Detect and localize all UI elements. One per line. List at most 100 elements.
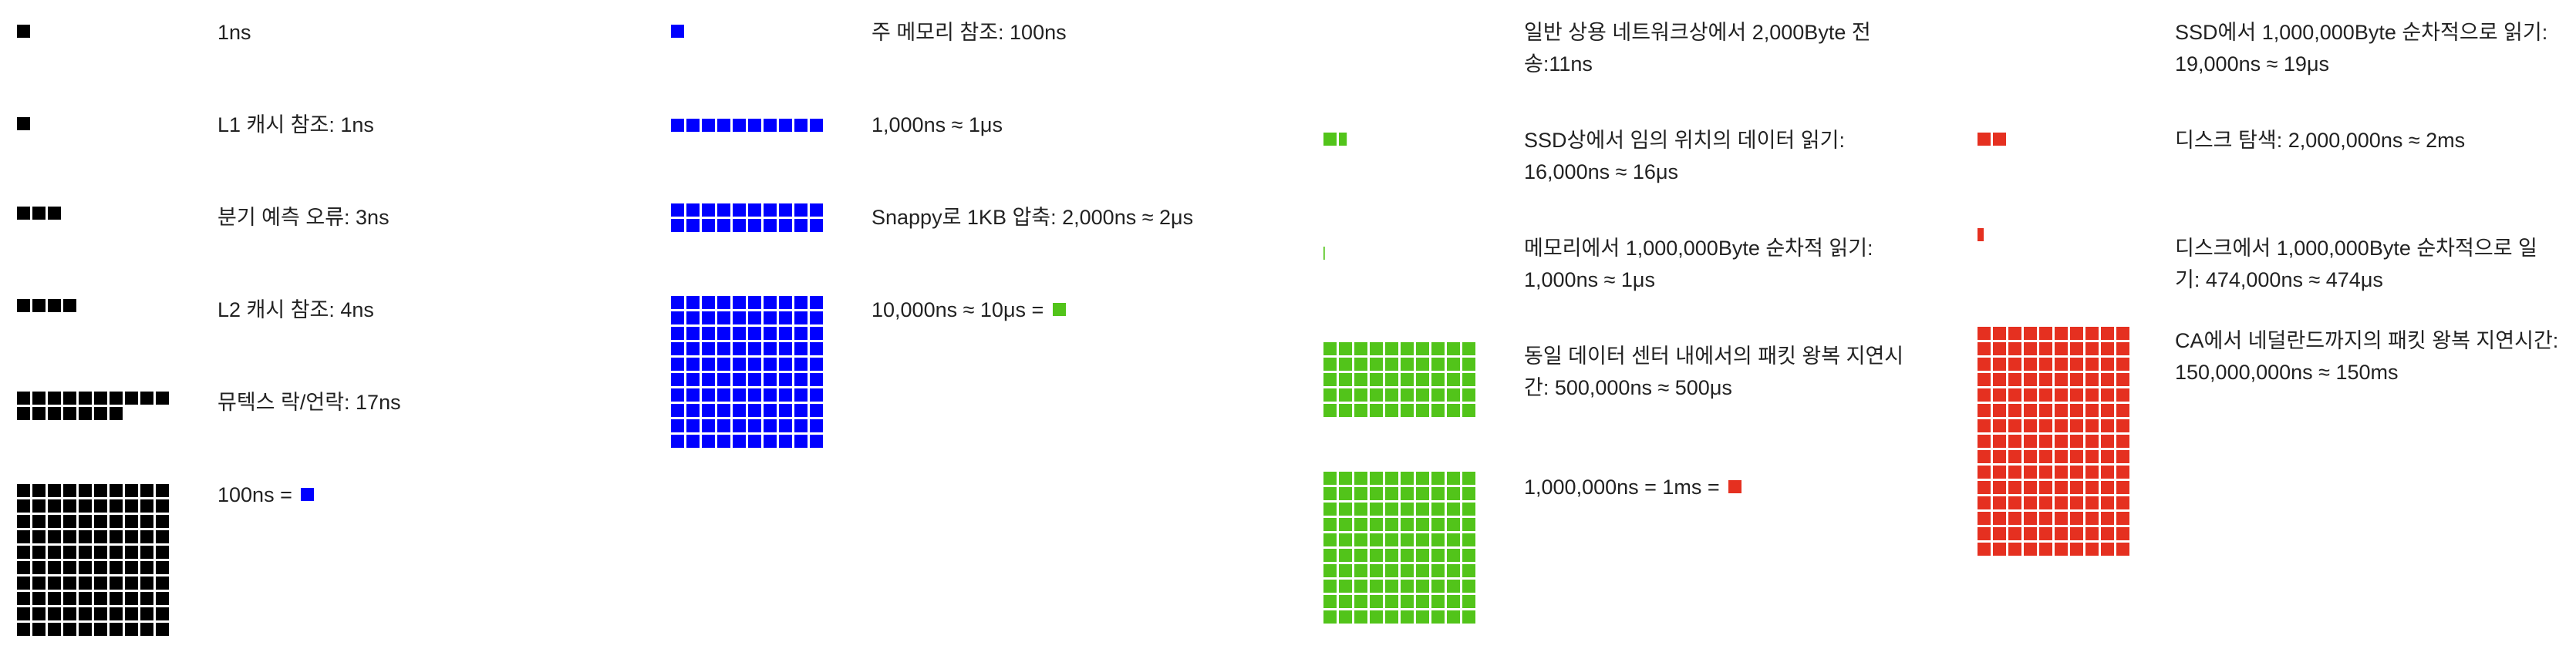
unit-block: [733, 342, 746, 355]
unit-block: [764, 203, 777, 217]
unit-block: [717, 358, 730, 371]
unit-block: [1993, 342, 2006, 355]
unit-block: [2116, 419, 2129, 432]
unit-block: [79, 561, 92, 574]
unit-block: [1401, 342, 1414, 355]
unit-block: [1447, 358, 1460, 371]
label-line: 주 메모리 참조: 100ns: [872, 21, 1067, 44]
unit-block: [94, 407, 107, 420]
unit-block: [140, 392, 153, 405]
unit-block: [79, 577, 92, 590]
unit-block: [1431, 404, 1445, 417]
unit-block: [748, 419, 761, 432]
unit-block: [1370, 518, 1383, 531]
label-snappy: Snappy로 1KB 압축: 2,000ns ≈ 2μs: [872, 202, 1193, 234]
unit-block: [1447, 564, 1460, 577]
unit-block: [2116, 373, 2129, 386]
unit-block: [794, 435, 808, 448]
unit-block: [794, 358, 808, 371]
unit-block: [17, 207, 30, 220]
unit-block: [1323, 388, 1337, 402]
unit-block: [671, 119, 684, 132]
unit-block: [748, 404, 761, 417]
unit-block: [1462, 595, 1475, 608]
unit-block: [156, 484, 169, 497]
unit-block: [764, 296, 777, 309]
unit-block: [110, 407, 123, 420]
unit-block: [2024, 481, 2037, 494]
unit-block: [1462, 472, 1475, 485]
unit-block: [63, 623, 76, 636]
unit-block: [1416, 610, 1429, 624]
unit-block: [794, 203, 808, 217]
unit-block: [2024, 419, 2037, 432]
unit-block: [2024, 404, 2037, 417]
unit-block: [2116, 327, 2129, 340]
unit-block: [748, 342, 761, 355]
unit-block: [686, 388, 700, 402]
unit-block: [110, 499, 123, 513]
unit-block: [671, 219, 684, 232]
unit-block: [1462, 533, 1475, 546]
unit-block: [1416, 564, 1429, 577]
unit-block: [1339, 373, 1352, 386]
unit-block: [48, 484, 61, 497]
unit-block: [2085, 527, 2099, 540]
unit-block: [748, 373, 761, 386]
unit-block: [156, 561, 169, 574]
unit-block: [1339, 342, 1352, 355]
unit-block: [1385, 580, 1398, 593]
unit-block: [1993, 481, 2006, 494]
unit-block: [1978, 358, 1991, 371]
label-line: 10,000ns ≈ 10μs =: [872, 294, 1066, 326]
unit-block: [1447, 388, 1460, 402]
unit-block: [2101, 435, 2114, 448]
unit-block: [125, 546, 138, 559]
unit-block: [110, 592, 123, 605]
unit-block: [63, 577, 76, 590]
unit-block: [1447, 404, 1460, 417]
unit-block: [94, 561, 107, 574]
unit-block: [671, 203, 684, 217]
unit-block: [1323, 580, 1337, 593]
block-grid-disk-seek: [1978, 133, 2006, 146]
unit-block: [17, 592, 30, 605]
unit-block: [17, 623, 30, 636]
unit-block: [1354, 503, 1367, 516]
unit-block: [1416, 549, 1429, 562]
label-line: 디스크에서 1,000,000Byte 순차적으로 일: [2175, 237, 2537, 260]
unit-block: [702, 435, 715, 448]
unit-block: [1354, 533, 1367, 546]
unit-block: [79, 499, 92, 513]
unit-block: [2039, 512, 2052, 525]
unit-block: [110, 546, 123, 559]
unit-block: [2070, 404, 2083, 417]
unit-block: [1385, 549, 1398, 562]
unit-block: [2101, 543, 2114, 556]
unit-block: [1323, 595, 1337, 608]
unit-block: [2116, 435, 2129, 448]
unit-block: [2024, 466, 2037, 479]
unit-block: [140, 592, 153, 605]
unit-block: [779, 358, 792, 371]
unit-block: [125, 392, 138, 405]
unit-block: [2070, 342, 2083, 355]
unit-block: [2008, 450, 2021, 463]
unit-block: [702, 388, 715, 402]
unit-block: [1385, 533, 1398, 546]
label-disk-seek: 디스크 탐색: 2,000,000ns ≈ 2ms: [2175, 125, 2465, 156]
unit-block: [1978, 342, 1991, 355]
unit-block: [2055, 327, 2068, 340]
unit-block: [1993, 373, 2006, 386]
unit-block: [125, 607, 138, 620]
unit-block: [1385, 503, 1398, 516]
unit-block: [48, 207, 61, 220]
unit-block: [48, 515, 61, 528]
